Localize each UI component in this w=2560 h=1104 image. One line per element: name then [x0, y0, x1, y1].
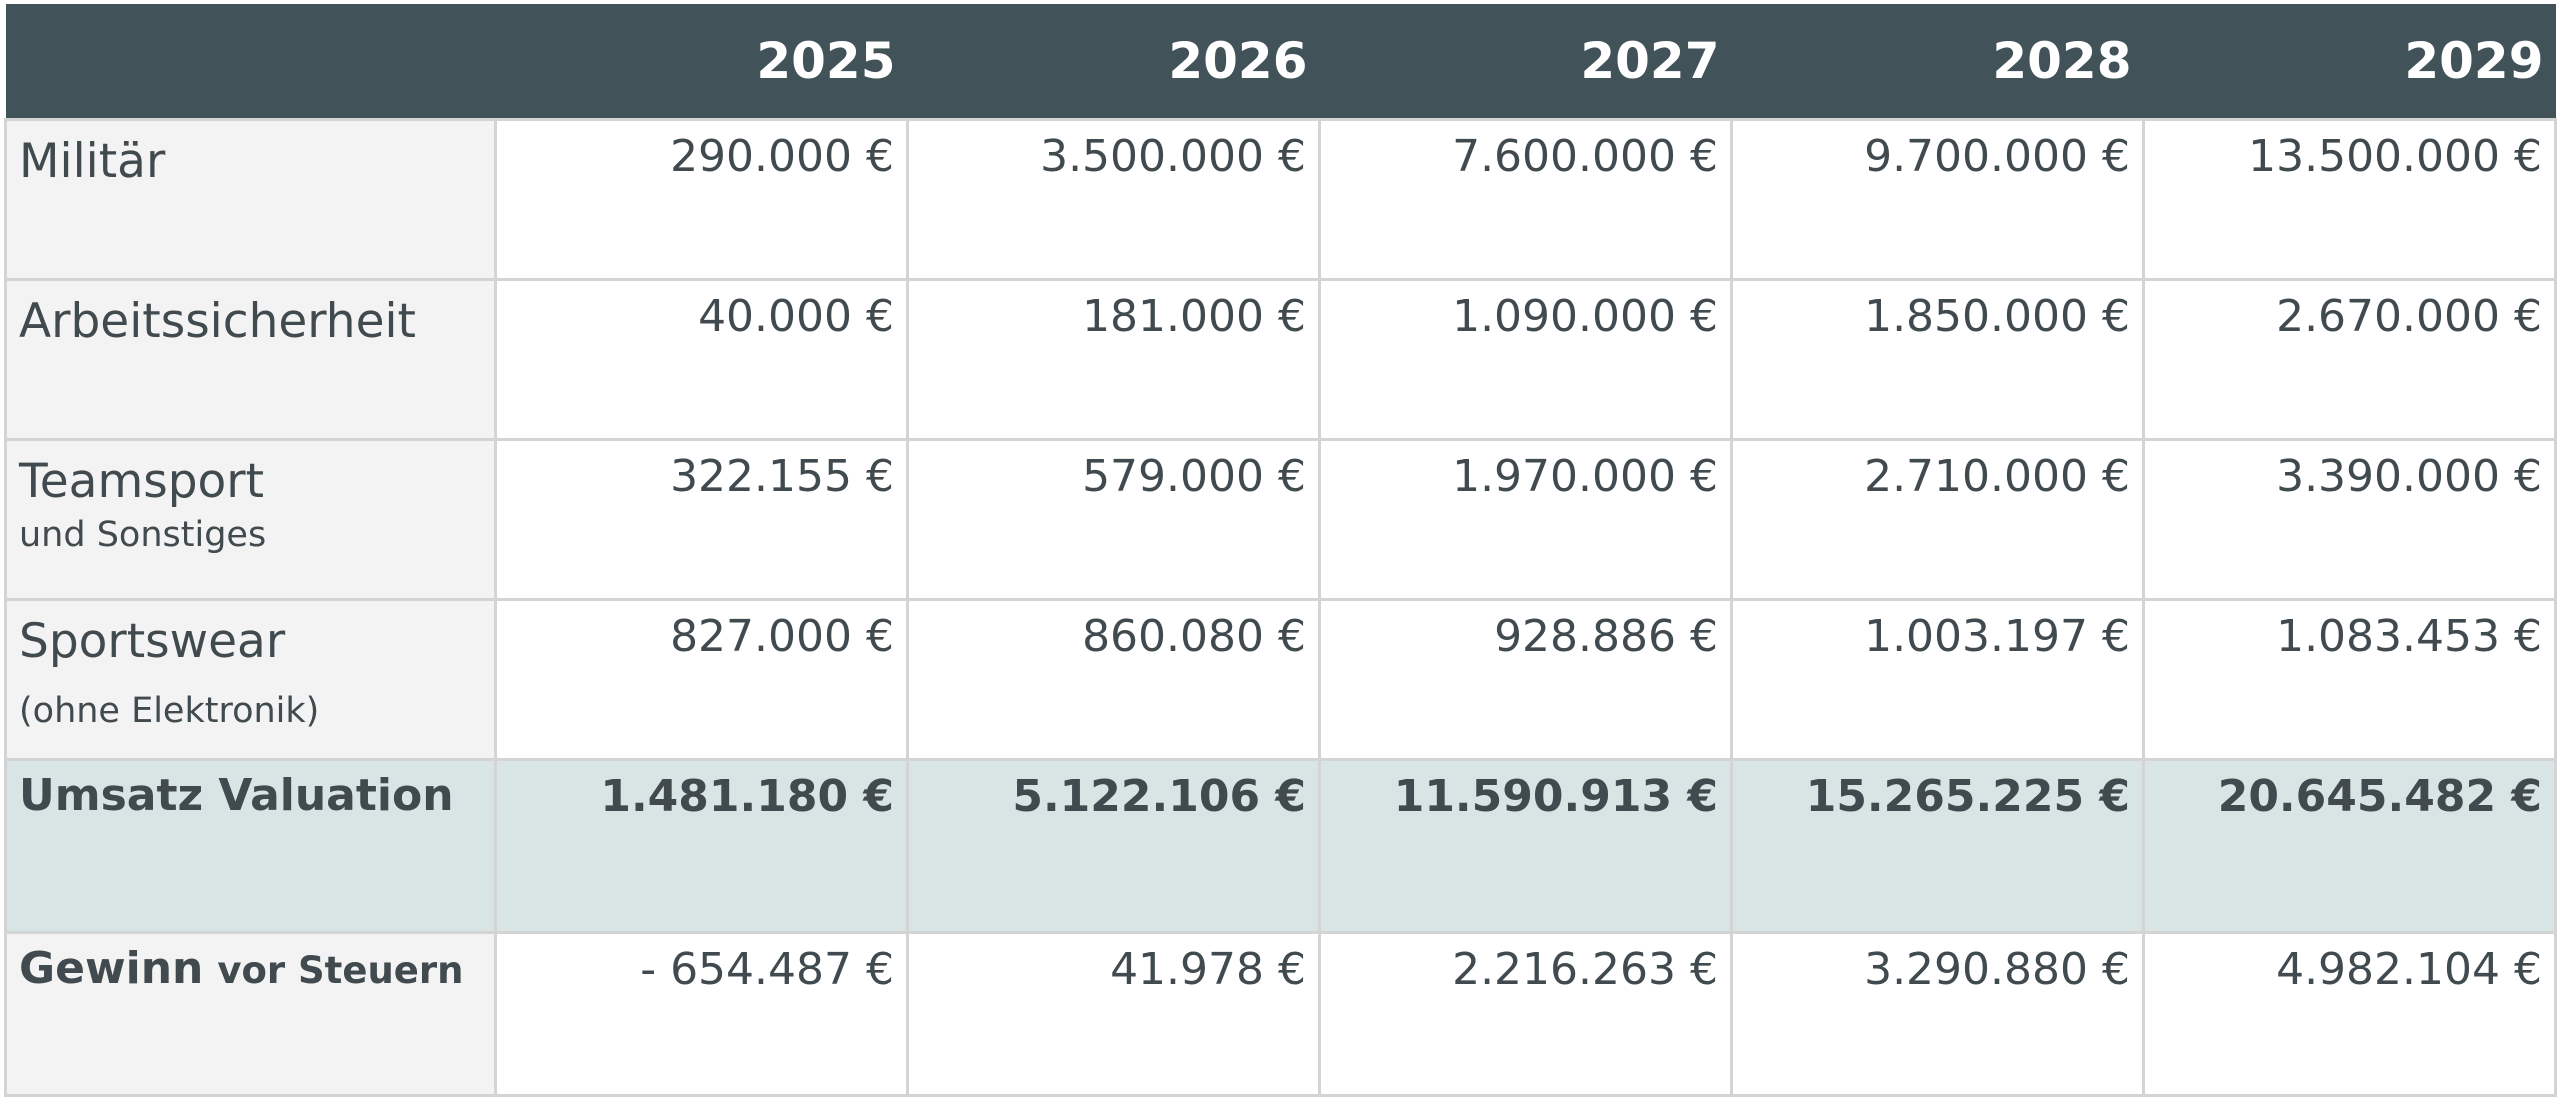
- table-cell: 3.290.880 €: [1730, 931, 2145, 1097]
- table-cell: 7.600.000 €: [1318, 118, 1733, 281]
- row-sublabel: (ohne Elektronik): [19, 691, 320, 732]
- row-sublabel: und Sonstiges: [19, 515, 267, 556]
- table-cell: 290.000 €: [494, 118, 909, 281]
- table-row-umsatz-valuation: Umsatz Valuation 1.481.180 € 5.122.106 €…: [4, 758, 2557, 934]
- row-label: Gewinn vor Steuern: [4, 931, 497, 1097]
- table-cell: 860.080 €: [906, 598, 1321, 761]
- row-label-text: Gewinn: [19, 943, 204, 994]
- table-cell: 11.590.913 €: [1318, 758, 1733, 934]
- table-cell: 827.000 €: [494, 598, 909, 761]
- year-header: 2027: [1319, 4, 1732, 120]
- table-cell: 1.481.180 €: [494, 758, 909, 934]
- table-cell: 322.155 €: [494, 438, 909, 601]
- table-cell: 1.003.197 €: [1730, 598, 2145, 761]
- table-cell: 2.216.263 €: [1318, 931, 1733, 1097]
- row-label-text: Teamsport: [19, 454, 265, 509]
- table-cell: - 654.487 €: [494, 931, 909, 1097]
- table-cell: 3.500.000 €: [906, 118, 1321, 281]
- table-row-teamsport: Teamsport und Sonstiges 322.155 € 579.00…: [4, 438, 2557, 601]
- table-row-arbeitssicherheit: Arbeitssicherheit 40.000 € 181.000 € 1.0…: [4, 278, 2557, 441]
- row-label: Sportswear (ohne Elektronik): [4, 598, 497, 761]
- table-cell: 2.670.000 €: [2142, 278, 2557, 441]
- year-header: 2026: [907, 4, 1320, 120]
- row-label-text: Arbeitssicherheit: [19, 294, 416, 349]
- table-cell: 20.645.482 €: [2142, 758, 2557, 934]
- table-cell: 1.083.453 €: [2142, 598, 2557, 761]
- row-label: Umsatz Valuation: [4, 758, 497, 934]
- header-row: 2025 2026 2027 2028 2029: [5, 4, 2556, 120]
- year-header: 2025: [495, 4, 908, 120]
- table-cell: 9.700.000 €: [1730, 118, 2145, 281]
- table-cell: 40.000 €: [494, 278, 909, 441]
- revenue-table: 2025 2026 2027 2028 2029 Militär 290.000…: [4, 4, 2557, 1097]
- row-label-text: Sportswear: [19, 614, 286, 669]
- row-label-text: Militär: [19, 134, 166, 189]
- table-cell: 4.982.104 €: [2142, 931, 2557, 1097]
- table-row-gewinn: Gewinn vor Steuern - 654.487 € 41.978 € …: [4, 931, 2557, 1097]
- row-label: Arbeitssicherheit: [4, 278, 497, 441]
- table-cell: 1.850.000 €: [1730, 278, 2145, 441]
- table-cell: 1.090.000 €: [1318, 278, 1733, 441]
- row-label: Teamsport und Sonstiges: [4, 438, 497, 601]
- table-cell: 1.970.000 €: [1318, 438, 1733, 601]
- table-cell: 5.122.106 €: [906, 758, 1321, 934]
- table-cell: 15.265.225 €: [1730, 758, 2145, 934]
- table-row-militaer: Militär 290.000 € 3.500.000 € 7.600.000 …: [4, 118, 2557, 281]
- row-label-text: Umsatz Valuation: [19, 770, 454, 821]
- year-header: 2029: [2143, 4, 2556, 120]
- table-row-sportswear: Sportswear (ohne Elektronik) 827.000 € 8…: [4, 598, 2557, 761]
- header-corner: [5, 4, 496, 120]
- row-label-suffix: vor Steuern: [217, 949, 464, 992]
- table-cell: 13.500.000 €: [2142, 118, 2557, 281]
- row-label: Militär: [4, 118, 497, 281]
- table-cell: 928.886 €: [1318, 598, 1733, 761]
- table-cell: 41.978 €: [906, 931, 1321, 1097]
- table-cell: 2.710.000 €: [1730, 438, 2145, 601]
- revenue-table-container: 2025 2026 2027 2028 2029 Militär 290.000…: [4, 4, 2557, 1100]
- table-cell: 579.000 €: [906, 438, 1321, 601]
- table-cell: 3.390.000 €: [2142, 438, 2557, 601]
- year-header: 2028: [1731, 4, 2144, 120]
- table-cell: 181.000 €: [906, 278, 1321, 441]
